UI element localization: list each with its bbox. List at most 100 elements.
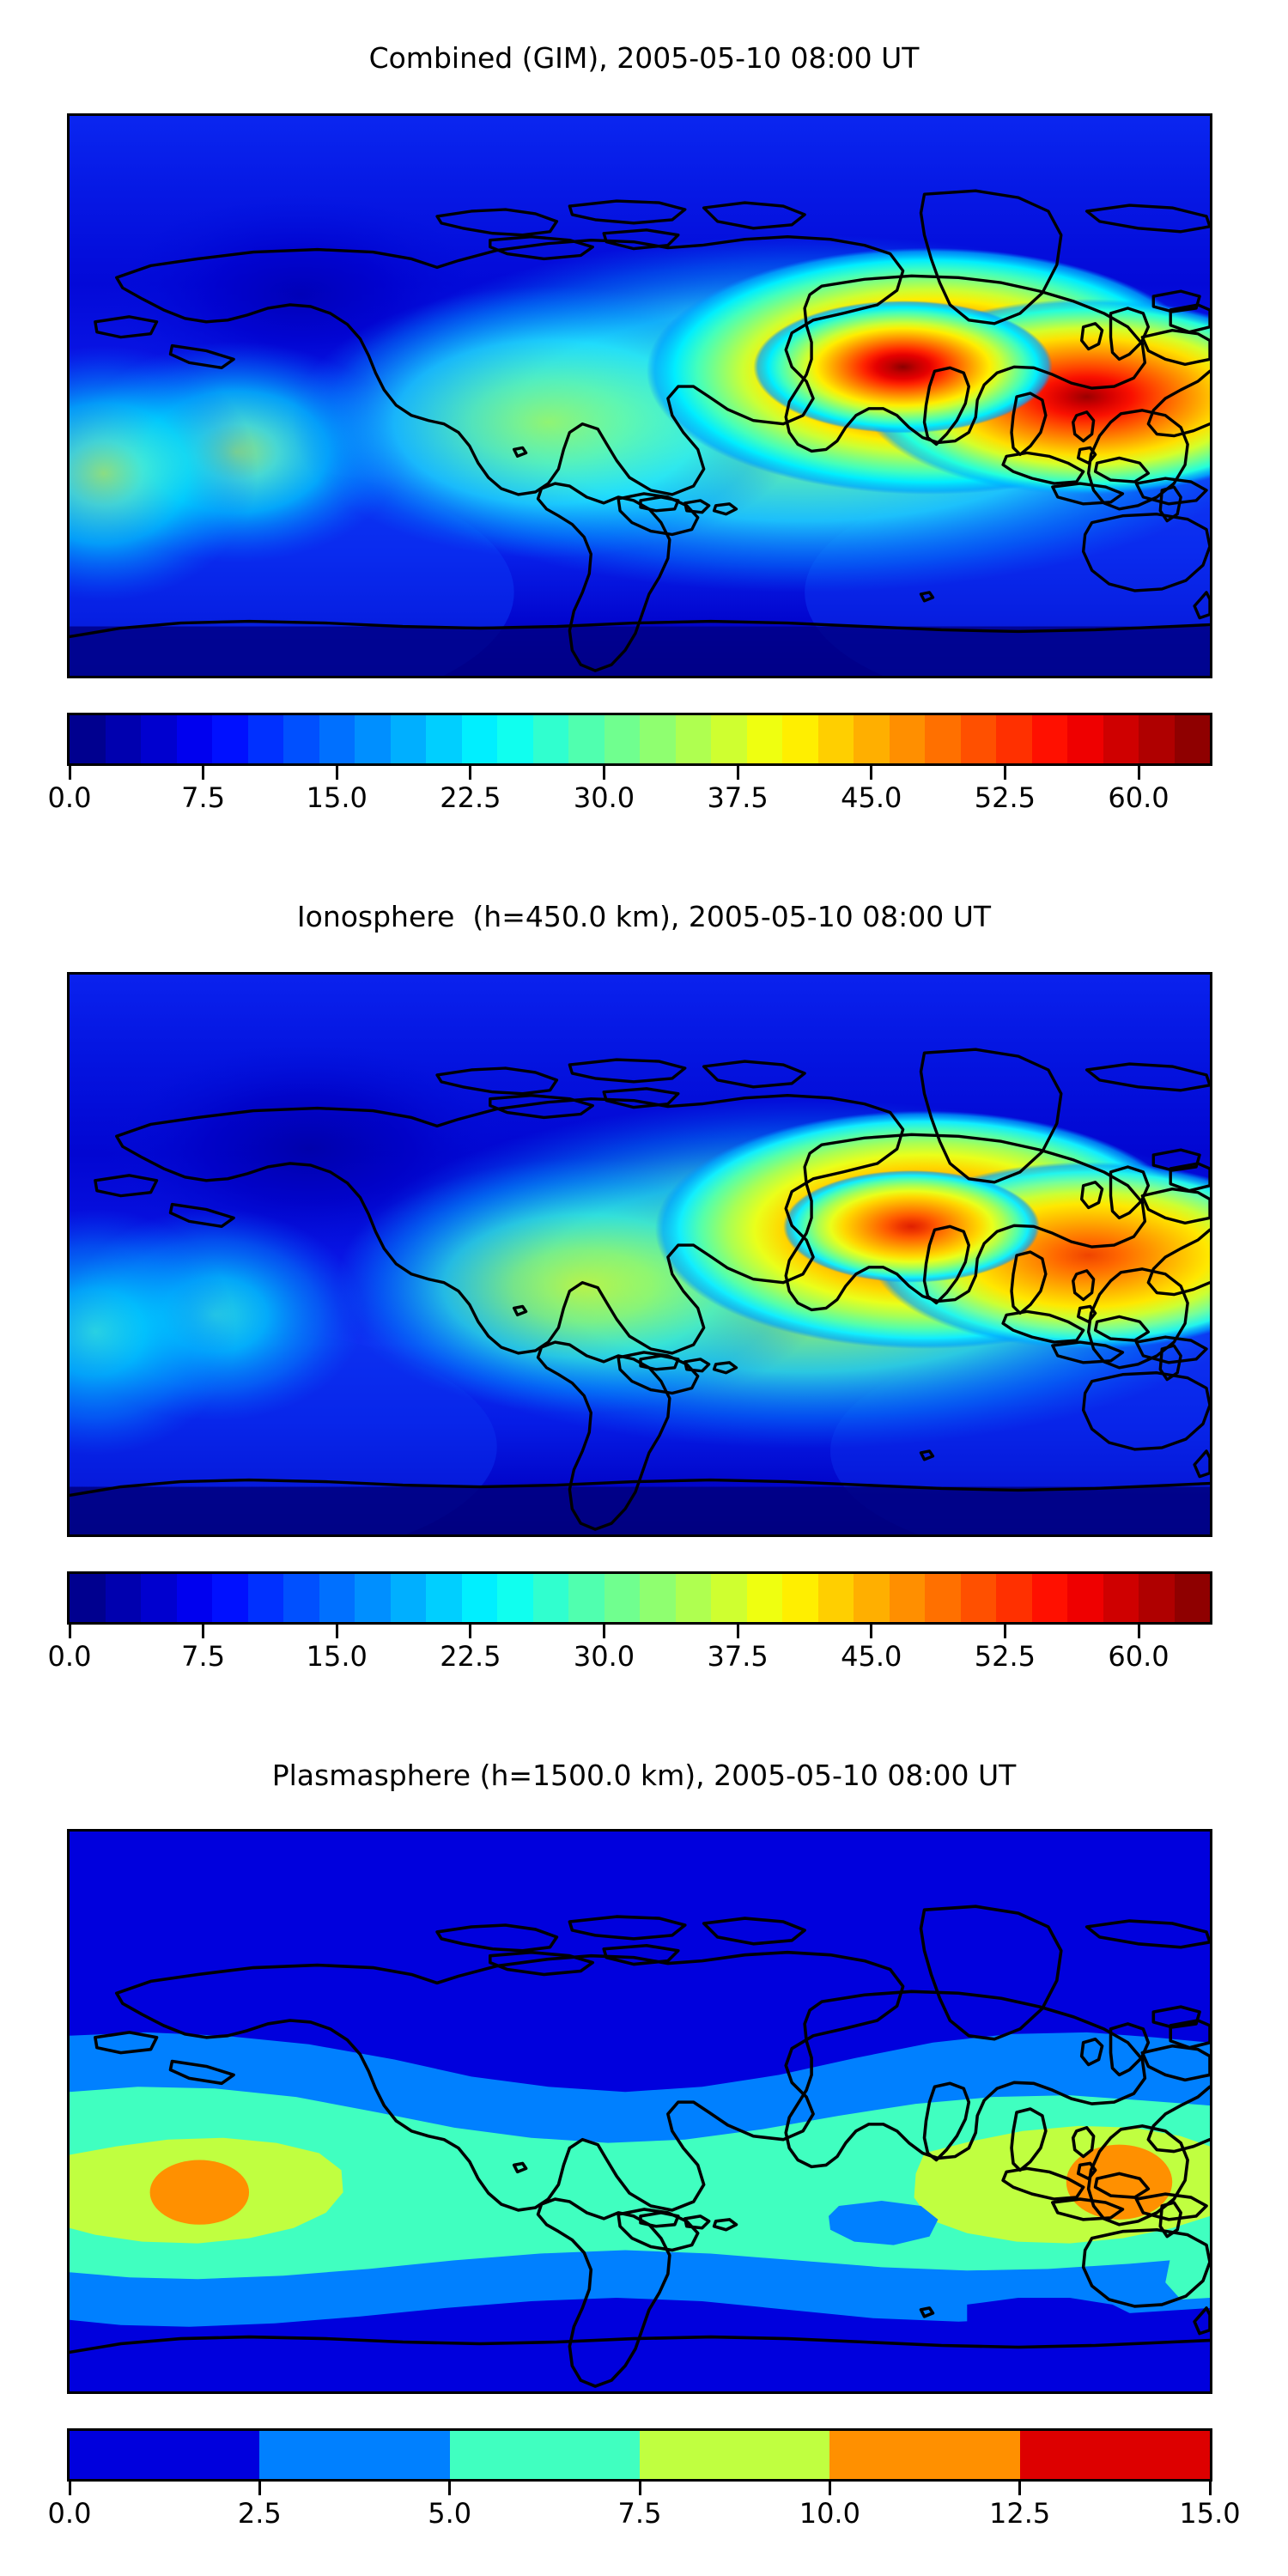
- colorbar-band-14: [568, 1574, 605, 1622]
- colorbar-tick: [603, 766, 605, 780]
- colorbar-tick-label: 2.5: [237, 2497, 282, 2530]
- colorbar-tick-label: 0.0: [47, 781, 92, 814]
- colorbar-band-23: [889, 715, 925, 763]
- colorbar-tick-label: 52.5: [974, 1640, 1036, 1673]
- colorbar-tick: [68, 2482, 71, 2495]
- colorbar-band-25: [960, 715, 996, 763]
- colorbar-tick: [1137, 1625, 1140, 1638]
- panel-title-ionosphere: Ionosphere (h=450.0 km), 2005-05-10 08:0…: [296, 900, 992, 933]
- colorbar-tick-label: 0.0: [47, 1640, 92, 1673]
- map-ionosphere: [67, 972, 1212, 1537]
- colorbar-tick-label: 5.0: [428, 2497, 472, 2530]
- colorbar-tick-label: 7.5: [617, 2497, 662, 2530]
- colorbar-tick: [1003, 766, 1006, 780]
- colorbar-gradient-combined: [67, 713, 1212, 766]
- colorbar-tick-label: 7.5: [181, 1640, 226, 1673]
- colorbar-ticklabels-ionosphere: 0.0 7.5 15.0 22.5 30.0 37.5 45.0 52.5 60.0: [48, 1638, 1212, 1676]
- colorbar-ticks-combined: [67, 766, 1212, 780]
- colorbar-ticks-ionosphere: [67, 1625, 1212, 1638]
- panel-combined-gim: Combined (GIM), 2005-05-10 08:00 UT: [0, 0, 1288, 859]
- colorbar-band-17: [675, 715, 711, 763]
- colorbar-tick: [68, 766, 71, 780]
- colorbar-tick: [335, 1625, 338, 1638]
- colorbar-tick: [1208, 2482, 1212, 2495]
- colorbar-band-30: [1139, 1574, 1175, 1622]
- colorbar-band-18: [711, 1574, 747, 1622]
- colorbar-band-19: [746, 715, 782, 763]
- colorbar-tick: [258, 2482, 261, 2495]
- colorbar-band-5: [1019, 2431, 1210, 2479]
- colorbar-band-9: [390, 715, 426, 763]
- colorbar-band-29: [1103, 1574, 1139, 1622]
- colorbar-band-0: [70, 2431, 260, 2479]
- colorbar-plasmasphere: 0.0 2.5 5.0 7.5 10.0 12.5 15.0: [48, 2428, 1241, 2533]
- coastlines-plasmasphere: [70, 1905, 1210, 2388]
- colorbar-band-11: [461, 715, 497, 763]
- colorbar-tick-label: 37.5: [707, 781, 769, 814]
- colorbar-ticks-plasmasphere: [67, 2482, 1212, 2495]
- colorbar-band-7: [319, 715, 355, 763]
- colorbar-band-2: [141, 715, 177, 763]
- colorbar-tick-label: 45.0: [841, 781, 902, 814]
- colorbar-band-13: [532, 1574, 568, 1622]
- colorbar-tick: [448, 2482, 452, 2495]
- colorbar-band-4: [212, 715, 248, 763]
- colorbar-band-2: [449, 2431, 640, 2479]
- colorbar-band-27: [1031, 1574, 1067, 1622]
- colorbar-band-10: [426, 1574, 462, 1622]
- colorbar-band-24: [925, 1574, 961, 1622]
- colorbar-band-8: [355, 715, 391, 763]
- colorbar-tick: [736, 1625, 739, 1638]
- colorbar-tick: [638, 2482, 641, 2495]
- colorbar-band-23: [889, 1574, 925, 1622]
- colorbar-band-21: [817, 1574, 854, 1622]
- colorbar-band-3: [176, 715, 212, 763]
- colorbar-band-14: [568, 715, 605, 763]
- colorbar-tick-label: 52.5: [974, 781, 1036, 814]
- colorbar-band-20: [782, 715, 818, 763]
- colorbar-combined-gim: 0.0 7.5 15.0 22.5 30.0 37.5 45.0 52.5 60.0: [48, 713, 1212, 817]
- colorbar-band-10: [426, 715, 462, 763]
- colorbar-band-22: [854, 1574, 890, 1622]
- colorbar-gradient-plasmasphere: [67, 2428, 1212, 2482]
- colorbar-tick-label: 22.5: [440, 1640, 501, 1673]
- panel-ionosphere: Ionosphere (h=450.0 km), 2005-05-10 08:0…: [0, 859, 1288, 1743]
- colorbar-tick-label: 37.5: [707, 1640, 769, 1673]
- colorbar-band-13: [532, 715, 568, 763]
- colorbar-band-9: [390, 1574, 426, 1622]
- colorbar-tick: [828, 2482, 831, 2495]
- colorbar-band-2: [141, 1574, 177, 1622]
- colorbar-band-1: [259, 2431, 450, 2479]
- colorbar-band-3: [639, 2431, 830, 2479]
- colorbar-tick: [1018, 2482, 1022, 2495]
- colorbar-tick-label: 12.5: [989, 2497, 1051, 2530]
- colorbar-band-17: [675, 1574, 711, 1622]
- colorbar-band-11: [461, 1574, 497, 1622]
- colorbar-tick: [202, 1625, 205, 1638]
- colorbar-tick: [1137, 766, 1140, 780]
- colorbar-band-18: [711, 715, 747, 763]
- colorbar-tick: [870, 766, 873, 780]
- colorbar-band-24: [925, 715, 961, 763]
- panel-plasmasphere: Plasmasphere (h=1500.0 km), 2005-05-10 0…: [0, 1743, 1288, 2576]
- colorbar-band-26: [996, 1574, 1032, 1622]
- colorbar-tick-label: 15.0: [1179, 2497, 1241, 2530]
- colorbar-band-0: [70, 1574, 106, 1622]
- colorbar-band-1: [105, 715, 141, 763]
- panel-title-combined-gim: Combined (GIM), 2005-05-10 08:00 UT: [368, 41, 920, 75]
- panel-title-plasmasphere: Plasmasphere (h=1500.0 km), 2005-05-10 0…: [271, 1759, 1017, 1792]
- colorbar-band-1: [105, 1574, 141, 1622]
- colorbar-tick-label: 0.0: [47, 2497, 92, 2530]
- colorbar-tick: [603, 1625, 605, 1638]
- colorbar-band-4: [829, 2431, 1020, 2479]
- colorbar-ticklabels-plasmasphere: 0.0 2.5 5.0 7.5 10.0 12.5 15.0: [48, 2495, 1241, 2533]
- colorbar-tick-label: 15.0: [306, 781, 368, 814]
- coastlines-combined: [70, 189, 1210, 672]
- colorbar-tick-label: 60.0: [1108, 781, 1170, 814]
- colorbar-gradient-ionosphere: [67, 1571, 1212, 1625]
- colorbar-ionosphere: 0.0 7.5 15.0 22.5 30.0 37.5 45.0 52.5 60.0: [48, 1571, 1212, 1676]
- colorbar-band-12: [497, 1574, 533, 1622]
- colorbar-band-19: [746, 1574, 782, 1622]
- colorbar-band-20: [782, 1574, 818, 1622]
